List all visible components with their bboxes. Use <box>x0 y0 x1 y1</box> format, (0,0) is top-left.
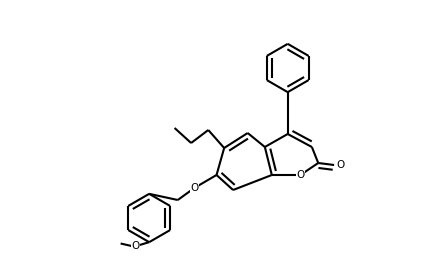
Text: O: O <box>296 170 305 180</box>
Text: O: O <box>131 241 140 251</box>
Text: O: O <box>190 183 199 193</box>
Text: O: O <box>337 160 345 170</box>
